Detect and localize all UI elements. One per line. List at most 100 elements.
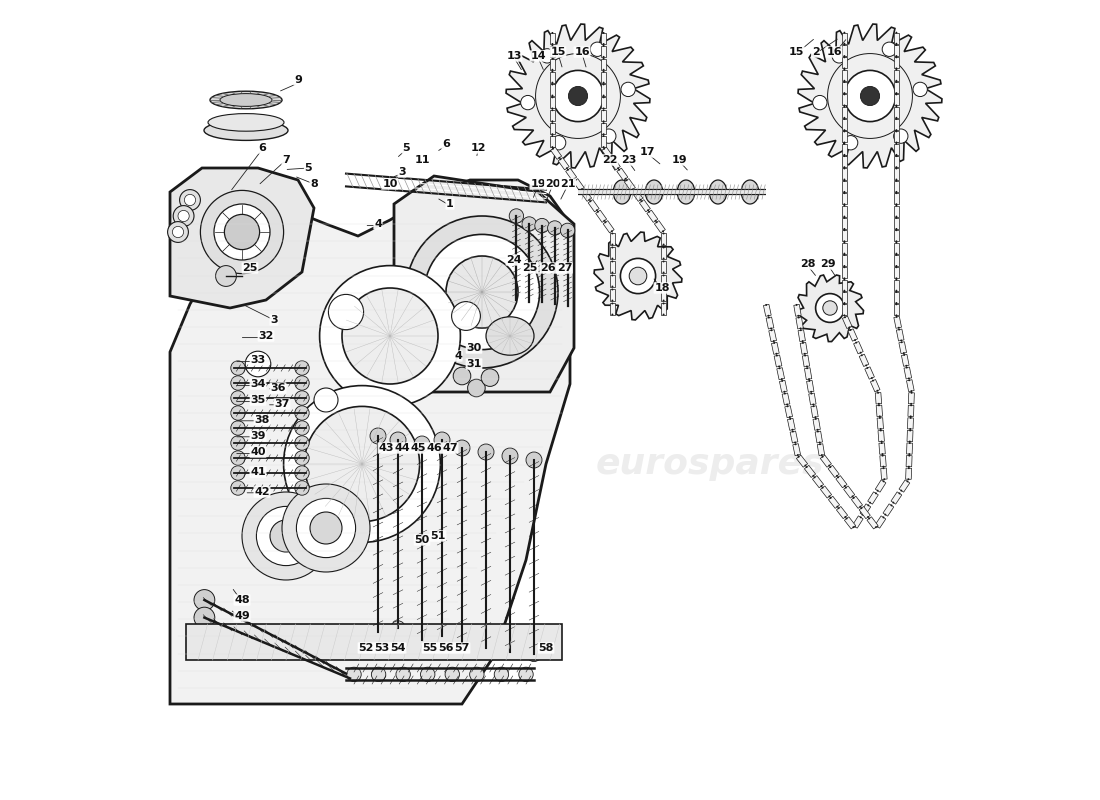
Circle shape: [551, 146, 553, 148]
Polygon shape: [581, 189, 592, 202]
Circle shape: [590, 200, 592, 202]
Polygon shape: [865, 367, 874, 379]
Circle shape: [881, 453, 883, 455]
Circle shape: [603, 120, 605, 122]
Circle shape: [854, 526, 856, 528]
Polygon shape: [859, 506, 870, 518]
Polygon shape: [811, 406, 818, 418]
Circle shape: [446, 256, 518, 328]
Circle shape: [910, 417, 912, 419]
Circle shape: [618, 169, 620, 170]
Circle shape: [560, 158, 561, 160]
Text: 37: 37: [274, 399, 289, 409]
Circle shape: [895, 230, 898, 231]
Circle shape: [634, 190, 635, 192]
Circle shape: [478, 641, 493, 655]
Text: 7: 7: [282, 155, 290, 165]
Polygon shape: [868, 492, 878, 504]
Circle shape: [370, 428, 386, 444]
Circle shape: [881, 442, 882, 444]
Polygon shape: [784, 406, 792, 418]
Circle shape: [200, 190, 284, 274]
Circle shape: [895, 69, 898, 70]
Circle shape: [895, 155, 898, 157]
Circle shape: [662, 233, 664, 234]
Circle shape: [836, 506, 838, 508]
Circle shape: [305, 406, 419, 522]
Circle shape: [216, 266, 236, 286]
Polygon shape: [893, 267, 899, 278]
Polygon shape: [661, 262, 667, 273]
Polygon shape: [893, 58, 899, 68]
Circle shape: [909, 442, 911, 444]
Polygon shape: [647, 210, 658, 222]
Circle shape: [844, 55, 846, 57]
Circle shape: [603, 148, 605, 150]
Circle shape: [573, 178, 575, 180]
Polygon shape: [843, 316, 852, 329]
Circle shape: [845, 70, 895, 122]
Text: 26: 26: [540, 263, 557, 273]
Circle shape: [551, 45, 553, 46]
Circle shape: [895, 303, 898, 306]
Circle shape: [231, 376, 245, 390]
Polygon shape: [854, 342, 864, 354]
Circle shape: [551, 58, 553, 60]
Circle shape: [895, 130, 898, 132]
Circle shape: [295, 361, 309, 375]
Circle shape: [390, 621, 405, 635]
Text: 58: 58: [538, 643, 553, 653]
Circle shape: [895, 205, 898, 206]
Circle shape: [852, 526, 855, 528]
Circle shape: [434, 629, 449, 643]
Text: 49: 49: [234, 611, 250, 621]
Text: 19: 19: [530, 179, 546, 189]
Polygon shape: [894, 316, 902, 328]
Polygon shape: [565, 168, 576, 180]
Circle shape: [844, 265, 846, 267]
Polygon shape: [908, 430, 913, 442]
Text: 50: 50: [415, 535, 430, 545]
Circle shape: [802, 342, 804, 344]
Polygon shape: [799, 24, 942, 168]
Text: 3: 3: [271, 315, 278, 325]
Text: 25: 25: [522, 263, 538, 273]
Circle shape: [844, 130, 846, 132]
Circle shape: [551, 83, 553, 86]
Circle shape: [911, 390, 912, 392]
Circle shape: [892, 502, 894, 503]
Text: 19: 19: [672, 155, 688, 165]
Text: 5: 5: [305, 163, 312, 173]
Polygon shape: [558, 158, 569, 170]
Circle shape: [861, 514, 864, 516]
Polygon shape: [893, 106, 899, 118]
Polygon shape: [550, 85, 556, 95]
Circle shape: [656, 222, 658, 223]
Circle shape: [796, 454, 799, 456]
Circle shape: [662, 314, 664, 315]
Circle shape: [844, 135, 858, 150]
Circle shape: [909, 441, 911, 442]
Text: 33: 33: [251, 355, 265, 365]
Circle shape: [551, 70, 553, 73]
Circle shape: [844, 167, 846, 170]
Circle shape: [881, 441, 882, 442]
Circle shape: [874, 492, 877, 494]
Circle shape: [871, 377, 872, 379]
Polygon shape: [594, 232, 682, 320]
Circle shape: [832, 49, 846, 63]
Polygon shape: [550, 58, 556, 70]
Circle shape: [895, 242, 898, 243]
Circle shape: [629, 267, 647, 285]
Circle shape: [582, 190, 584, 192]
Polygon shape: [870, 379, 880, 392]
Circle shape: [194, 590, 214, 610]
Circle shape: [872, 380, 873, 382]
Circle shape: [895, 228, 898, 230]
Text: 45: 45: [410, 443, 426, 453]
Circle shape: [844, 80, 846, 82]
Text: 31: 31: [466, 359, 482, 369]
Circle shape: [551, 69, 553, 70]
Polygon shape: [813, 418, 821, 430]
Polygon shape: [883, 504, 894, 516]
